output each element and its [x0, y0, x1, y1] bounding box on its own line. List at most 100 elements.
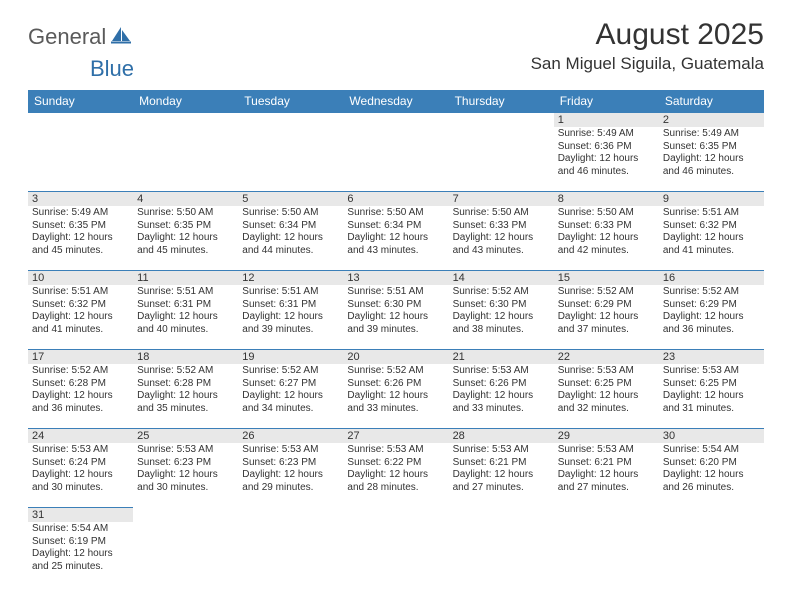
day-content: 10Sunrise: 5:51 AMSunset: 6:32 PMDayligh…	[28, 271, 133, 349]
day-details: Sunrise: 5:53 AMSunset: 6:25 PMDaylight:…	[659, 364, 764, 417]
day-content: 30Sunrise: 5:54 AMSunset: 6:20 PMDayligh…	[659, 429, 764, 507]
daylight-1: Daylight: 12 hours	[663, 311, 760, 324]
day-cell: 28Sunrise: 5:53 AMSunset: 6:21 PMDayligh…	[449, 429, 554, 508]
day-number: 8	[554, 192, 659, 206]
daylight-1: Daylight: 12 hours	[242, 469, 339, 482]
sunrise: Sunrise: 5:51 AM	[242, 286, 339, 299]
day-cell: 21Sunrise: 5:53 AMSunset: 6:26 PMDayligh…	[449, 350, 554, 429]
day-details: Sunrise: 5:50 AMSunset: 6:33 PMDaylight:…	[449, 206, 554, 259]
sunrise: Sunrise: 5:50 AM	[242, 207, 339, 220]
day-cell: 12Sunrise: 5:51 AMSunset: 6:31 PMDayligh…	[238, 271, 343, 350]
day-cell: 7Sunrise: 5:50 AMSunset: 6:33 PMDaylight…	[449, 192, 554, 271]
day-cell: 14Sunrise: 5:52 AMSunset: 6:30 PMDayligh…	[449, 271, 554, 350]
daylight-1: Daylight: 12 hours	[453, 232, 550, 245]
day-number: 5	[238, 192, 343, 206]
day-cell: 9Sunrise: 5:51 AMSunset: 6:32 PMDaylight…	[659, 192, 764, 271]
day-cell: 13Sunrise: 5:51 AMSunset: 6:30 PMDayligh…	[343, 271, 448, 350]
day-content: 24Sunrise: 5:53 AMSunset: 6:24 PMDayligh…	[28, 429, 133, 507]
day-details: Sunrise: 5:53 AMSunset: 6:21 PMDaylight:…	[554, 443, 659, 496]
day-number: 18	[133, 350, 238, 364]
sail-icon	[110, 25, 132, 50]
sunset: Sunset: 6:23 PM	[137, 457, 234, 470]
daylight-2: and 41 minutes.	[663, 245, 760, 258]
sunrise: Sunrise: 5:53 AM	[137, 444, 234, 457]
sunset: Sunset: 6:22 PM	[347, 457, 444, 470]
daylight-2: and 36 minutes.	[663, 324, 760, 337]
day-cell: 8Sunrise: 5:50 AMSunset: 6:33 PMDaylight…	[554, 192, 659, 271]
empty-cell	[133, 113, 238, 191]
day-details: Sunrise: 5:51 AMSunset: 6:31 PMDaylight:…	[238, 285, 343, 338]
sunset: Sunset: 6:34 PM	[347, 220, 444, 233]
day-details: Sunrise: 5:51 AMSunset: 6:32 PMDaylight:…	[659, 206, 764, 259]
sunset: Sunset: 6:36 PM	[558, 141, 655, 154]
day-details: Sunrise: 5:52 AMSunset: 6:28 PMDaylight:…	[28, 364, 133, 417]
daylight-1: Daylight: 12 hours	[558, 311, 655, 324]
day-details: Sunrise: 5:54 AMSunset: 6:19 PMDaylight:…	[28, 522, 133, 575]
daylight-1: Daylight: 12 hours	[32, 232, 129, 245]
daylight-1: Daylight: 12 hours	[663, 232, 760, 245]
day-cell: 19Sunrise: 5:52 AMSunset: 6:27 PMDayligh…	[238, 350, 343, 429]
weeks-body: 1Sunrise: 5:49 AMSunset: 6:36 PMDaylight…	[28, 113, 764, 587]
daylight-2: and 35 minutes.	[137, 403, 234, 416]
dow-wed: Wednesday	[343, 90, 448, 113]
day-number: 31	[28, 508, 133, 522]
daylight-2: and 43 minutes.	[453, 245, 550, 258]
sunrise: Sunrise: 5:53 AM	[453, 444, 550, 457]
day-number: 12	[238, 271, 343, 285]
daylight-1: Daylight: 12 hours	[32, 469, 129, 482]
sunset: Sunset: 6:28 PM	[137, 378, 234, 391]
sunset: Sunset: 6:29 PM	[558, 299, 655, 312]
day-number: 4	[133, 192, 238, 206]
day-cell: 26Sunrise: 5:53 AMSunset: 6:23 PMDayligh…	[238, 429, 343, 508]
sunrise: Sunrise: 5:53 AM	[663, 365, 760, 378]
day-details: Sunrise: 5:53 AMSunset: 6:23 PMDaylight:…	[238, 443, 343, 496]
daylight-2: and 45 minutes.	[32, 245, 129, 258]
day-number: 17	[28, 350, 133, 364]
sunrise: Sunrise: 5:52 AM	[558, 286, 655, 299]
day-number: 26	[238, 429, 343, 443]
daylight-1: Daylight: 12 hours	[558, 153, 655, 166]
day-cell	[659, 508, 764, 587]
sunset: Sunset: 6:19 PM	[32, 536, 129, 549]
day-cell: 30Sunrise: 5:54 AMSunset: 6:20 PMDayligh…	[659, 429, 764, 508]
day-number: 20	[343, 350, 448, 364]
sunrise: Sunrise: 5:49 AM	[32, 207, 129, 220]
dow-row: Sunday Monday Tuesday Wednesday Thursday…	[28, 90, 764, 113]
day-number: 27	[343, 429, 448, 443]
day-cell: 31Sunrise: 5:54 AMSunset: 6:19 PMDayligh…	[28, 508, 133, 587]
day-number: 21	[449, 350, 554, 364]
day-cell: 18Sunrise: 5:52 AMSunset: 6:28 PMDayligh…	[133, 350, 238, 429]
day-content: 28Sunrise: 5:53 AMSunset: 6:21 PMDayligh…	[449, 429, 554, 507]
daylight-2: and 39 minutes.	[347, 324, 444, 337]
day-content: 25Sunrise: 5:53 AMSunset: 6:23 PMDayligh…	[133, 429, 238, 507]
day-content: 17Sunrise: 5:52 AMSunset: 6:28 PMDayligh…	[28, 350, 133, 428]
day-details: Sunrise: 5:52 AMSunset: 6:30 PMDaylight:…	[449, 285, 554, 338]
day-content: 31Sunrise: 5:54 AMSunset: 6:19 PMDayligh…	[28, 508, 133, 586]
day-details: Sunrise: 5:52 AMSunset: 6:29 PMDaylight:…	[659, 285, 764, 338]
sunrise: Sunrise: 5:53 AM	[32, 444, 129, 457]
sunset: Sunset: 6:25 PM	[663, 378, 760, 391]
sunset: Sunset: 6:21 PM	[558, 457, 655, 470]
day-cell: 22Sunrise: 5:53 AMSunset: 6:25 PMDayligh…	[554, 350, 659, 429]
sunset: Sunset: 6:27 PM	[242, 378, 339, 391]
empty-cell	[28, 113, 133, 191]
daylight-2: and 42 minutes.	[558, 245, 655, 258]
day-details: Sunrise: 5:50 AMSunset: 6:33 PMDaylight:…	[554, 206, 659, 259]
sunset: Sunset: 6:29 PM	[663, 299, 760, 312]
day-details: Sunrise: 5:52 AMSunset: 6:28 PMDaylight:…	[133, 364, 238, 417]
daylight-2: and 27 minutes.	[558, 482, 655, 495]
day-number: 15	[554, 271, 659, 285]
day-number: 1	[554, 113, 659, 127]
sunset: Sunset: 6:35 PM	[32, 220, 129, 233]
day-content: 6Sunrise: 5:50 AMSunset: 6:34 PMDaylight…	[343, 192, 448, 270]
daylight-2: and 33 minutes.	[453, 403, 550, 416]
day-number: 19	[238, 350, 343, 364]
sunset: Sunset: 6:23 PM	[242, 457, 339, 470]
daylight-2: and 34 minutes.	[242, 403, 339, 416]
daylight-2: and 28 minutes.	[347, 482, 444, 495]
daylight-1: Daylight: 12 hours	[242, 390, 339, 403]
logo: General	[28, 18, 132, 50]
dow-sun: Sunday	[28, 90, 133, 113]
sunrise: Sunrise: 5:50 AM	[453, 207, 550, 220]
day-content: 4Sunrise: 5:50 AMSunset: 6:35 PMDaylight…	[133, 192, 238, 270]
